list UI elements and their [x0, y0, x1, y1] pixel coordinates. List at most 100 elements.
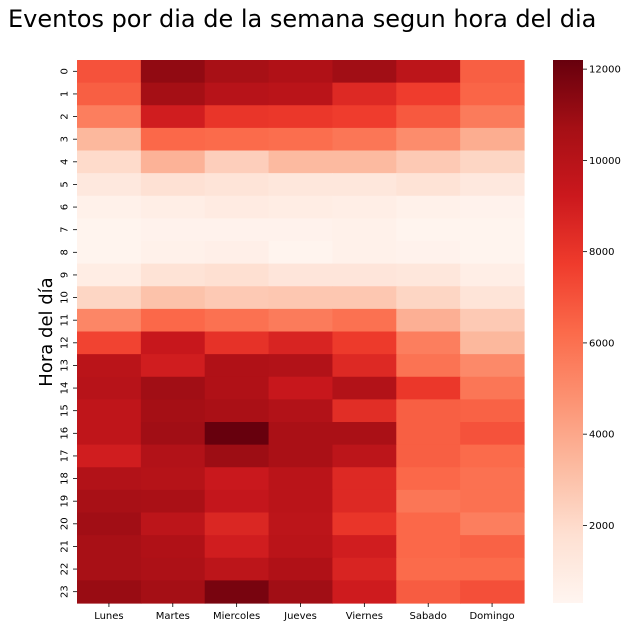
- heatmap-cell: [77, 376, 142, 400]
- heatmap-cell: [332, 444, 397, 468]
- row-tick-label: 13: [60, 359, 71, 372]
- heatmap-cell: [396, 127, 461, 152]
- heatmap-cell: [268, 241, 334, 265]
- heatmap-cell: [332, 263, 397, 287]
- heatmap-cell: [77, 422, 142, 446]
- heatmap-cell: [332, 150, 397, 174]
- heatmap-cell: [332, 489, 397, 514]
- heatmap-cell: [332, 580, 397, 604]
- heatmap-cell: [204, 557, 270, 581]
- heatmap-cell: [77, 467, 142, 491]
- heatmap-cell: [77, 354, 142, 378]
- heatmap-cell: [204, 376, 270, 400]
- heatmap-cell: [396, 218, 461, 242]
- heatmap-cell: [332, 376, 397, 400]
- heatmap-cell: [77, 580, 142, 604]
- heatmap-cell: [140, 127, 206, 152]
- column-tick-label: Martes: [156, 611, 190, 622]
- heatmap-cell: [396, 399, 461, 423]
- heatmap-cell: [460, 354, 525, 378]
- heatmap-cell: [77, 308, 142, 333]
- heatmap-cell: [268, 331, 334, 355]
- heatmap-cell: [396, 173, 461, 197]
- heatmap-cell: [140, 535, 206, 559]
- heatmap-cell: [332, 195, 397, 219]
- heatmap-cell: [140, 422, 206, 446]
- heatmap-cell: [140, 308, 206, 333]
- heatmap-cell: [204, 218, 270, 242]
- heatmap-cell: [204, 105, 270, 129]
- heatmap-cell: [460, 218, 525, 242]
- heatmap-cell: [332, 354, 397, 378]
- heatmap-cell: [268, 127, 334, 152]
- heatmap-cell: [332, 467, 397, 491]
- heatmap-cell: [268, 489, 334, 514]
- heatmap-cell: [77, 173, 142, 197]
- heatmap-cell: [332, 127, 397, 152]
- row-tick-label: 5: [60, 181, 71, 187]
- heatmap-cell: [460, 376, 525, 400]
- heatmap-cell: [140, 399, 206, 423]
- heatmap-cell: [396, 308, 461, 333]
- column-tick-labels: Lunes Martes Miercoles Jueves Viernes Sabado D…: [94, 603, 515, 622]
- heatmap-cell: [396, 467, 461, 491]
- heatmap-cell: [332, 557, 397, 581]
- heatmap-cell: [268, 263, 334, 287]
- heatmap-cell: [396, 535, 461, 559]
- heatmap-cell: [460, 467, 525, 491]
- heatmap-cell: [460, 535, 525, 559]
- heatmap-cell: [460, 331, 525, 355]
- row-tick-label: 2: [60, 113, 71, 119]
- heatmap-cell: [460, 60, 525, 84]
- heatmap-cell: [396, 241, 461, 265]
- heatmap-cell: [460, 512, 525, 536]
- heatmap-cell: [332, 218, 397, 242]
- heatmap-cell: [77, 150, 142, 174]
- heatmap-cell: [332, 308, 397, 333]
- heatmap-cell: [268, 195, 334, 219]
- heatmap-cell: [204, 580, 270, 604]
- heatmap-cell: [77, 399, 142, 423]
- heatmap-cell: [460, 489, 525, 514]
- heatmap-cells: [77, 60, 525, 604]
- colorbar-tick-label: 10000: [589, 156, 621, 167]
- column-tick-label: Viernes: [346, 611, 383, 622]
- heatmap-cell: [396, 444, 461, 468]
- heatmap-cell: [332, 173, 397, 197]
- heatmap-cell: [204, 489, 270, 514]
- row-tick-label: 1: [60, 91, 71, 97]
- heatmap-cell: [332, 331, 397, 355]
- heatmap-cell: [204, 241, 270, 265]
- heatmap-cell: [77, 218, 142, 242]
- heatmap-cell: [396, 331, 461, 355]
- colorbar-tick-label: 8000: [589, 247, 614, 258]
- y-axis-label: Hora del día: [36, 277, 57, 386]
- heatmap-cell: [460, 422, 525, 446]
- heatmap-cell: [77, 82, 142, 106]
- row-tick-label: 14: [60, 382, 71, 395]
- heatmap-cell: [268, 422, 334, 446]
- heatmap-cell: [396, 580, 461, 604]
- heatmap-cell: [204, 535, 270, 559]
- heatmap-cell: [77, 127, 142, 152]
- row-tick-label: 4: [60, 159, 71, 165]
- heatmap-cell: [332, 535, 397, 559]
- heatmap-cell: [140, 263, 206, 287]
- heatmap-cell: [77, 286, 142, 310]
- column-tick-label: Sabado: [409, 611, 446, 622]
- heatmap-cell: [140, 331, 206, 355]
- heatmap-cell: [460, 263, 525, 287]
- heatmap-cell: [396, 376, 461, 400]
- heatmap-cell: [332, 82, 397, 106]
- heatmap-cell: [332, 60, 397, 84]
- heatmap-cell: [268, 60, 334, 84]
- heatmap-cell: [396, 263, 461, 287]
- heatmap-cell: [204, 195, 270, 219]
- heatmap-cell: [140, 467, 206, 491]
- heatmap-cell: [268, 308, 334, 333]
- heatmap-cell: [268, 399, 334, 423]
- heatmap-cell: [396, 422, 461, 446]
- heatmap-cell: [268, 354, 334, 378]
- heatmap-cell: [204, 263, 270, 287]
- row-tick-label: 8: [60, 249, 71, 255]
